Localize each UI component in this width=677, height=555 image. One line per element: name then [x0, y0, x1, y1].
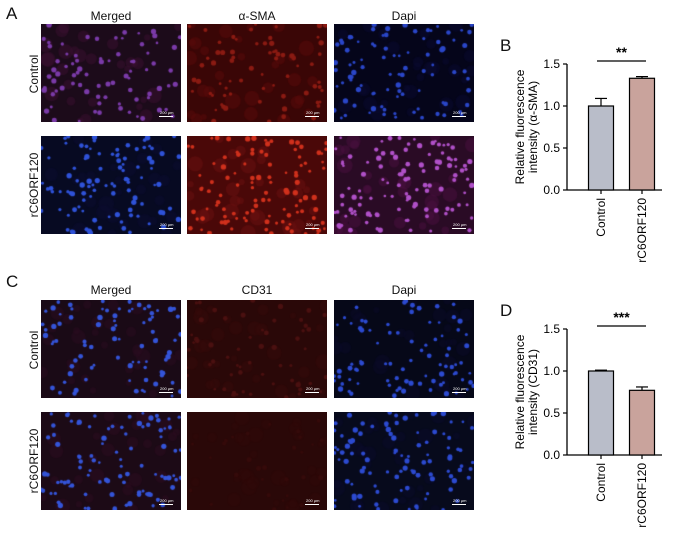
y-axis-label-line1: Relative fluorescence: [513, 334, 527, 449]
scale-bar: [452, 504, 466, 505]
micrograph-asma-control: 200 μm: [187, 24, 327, 122]
panel-c-row-label-control: Control: [27, 330, 41, 370]
scale-bar-label: 200 μm: [160, 110, 174, 115]
panel-a-col-header-3: Dapi: [391, 9, 417, 23]
panel-d-letter: D: [500, 301, 513, 320]
panel-a-col-header-1: Merged: [90, 9, 132, 23]
chart-d: 0.0 0.5 1.0 1.5 Relative fluorescence intensi…: [513, 309, 662, 528]
scale-bar: [452, 228, 466, 229]
significance-label: **: [616, 44, 627, 60]
bar-rc6orf120: [628, 389, 656, 456]
chart-b: 0.0 0.5 1.0 1.5 Relative fluorescence intensi…: [513, 44, 662, 263]
y-axis-label-line1: Relative fluorescence: [513, 69, 527, 184]
scale-bar: [305, 392, 319, 393]
scale-bar-label: 200 μm: [453, 386, 467, 391]
micrograph-dapi-rc6orf120: 200 μm: [334, 412, 474, 510]
scale-bar: [305, 228, 319, 229]
micrograph-dapi-rc6orf120: 200 μm: [334, 136, 474, 234]
y-tick-label: 0.0: [543, 183, 560, 197]
scale-bar: [305, 504, 319, 505]
y-tick-label: 1.5: [543, 322, 560, 336]
scale-bar: [452, 116, 466, 117]
panel-c-col-header-3: Dapi: [391, 283, 417, 297]
panel-a-row-label-control: Control: [27, 54, 41, 94]
scale-bar-label: 200 μm: [453, 222, 467, 227]
scale-bar-label: 200 μm: [160, 498, 174, 503]
panel-a-letter: A: [6, 4, 18, 23]
panel-c-col-header-1: Merged: [90, 283, 132, 297]
scale-bar-label: 200 μm: [306, 498, 320, 503]
y-axis-label-line2: intensity (α-SMA): [526, 81, 540, 173]
scale-bar-label: 200 μm: [306, 110, 320, 115]
micrograph-cd31-rc6orf120: 200 μm: [187, 412, 327, 510]
x-tick-label: rC6ORF120: [635, 198, 649, 263]
panel-c-row-label-rc6orf120: rC6ORF120: [27, 428, 41, 494]
y-tick-label: 0.0: [543, 448, 560, 462]
x-tick-label: Control: [594, 198, 608, 237]
micrograph-merged-rc6orf120: 200 μm: [41, 136, 181, 234]
x-tick-label: Control: [594, 463, 608, 502]
micrograph-merged-control: 200 μm: [41, 24, 181, 122]
scale-bar-label: 200 μm: [453, 110, 467, 115]
micrograph-dapi-control: 200 μm: [334, 300, 474, 398]
bar-rc6orf120: [628, 77, 656, 191]
scale-bar: [159, 116, 173, 117]
significance-label: ***: [613, 309, 630, 325]
y-tick-label: 1.5: [543, 57, 560, 71]
scale-bar: [159, 392, 173, 393]
micrograph-merged-control: 200 μm: [41, 300, 181, 398]
scale-bar: [305, 116, 319, 117]
panel-a-col-header-2: α-SMA: [238, 9, 276, 23]
scale-bar-label: 200 μm: [453, 498, 467, 503]
bar-control: [587, 105, 615, 191]
micrograph-cd31-control: 200 μm: [187, 300, 327, 398]
scale-bar-label: 200 μm: [306, 222, 320, 227]
micrograph-merged-rc6orf120: 200 μm: [41, 412, 181, 510]
bar-control: [587, 370, 615, 456]
panel-c-col-header-2: CD31: [241, 283, 273, 297]
micrograph-asma-rc6orf120: 200 μm: [187, 136, 327, 234]
y-tick-label: 1.0: [543, 99, 560, 113]
x-tick-label: rC6ORF120: [635, 463, 649, 528]
micrograph-dapi-control: 200 μm: [334, 24, 474, 122]
panel-b-letter: B: [500, 36, 512, 55]
scale-bar: [159, 504, 173, 505]
scale-bar-label: 200 μm: [160, 222, 174, 227]
scale-bar: [159, 228, 173, 229]
scale-bar-label: 200 μm: [160, 386, 174, 391]
panel-a-row-label-rc6orf120: rC6ORF120: [27, 152, 41, 218]
scale-bar-label: 200 μm: [306, 386, 320, 391]
y-tick-label: 0.5: [543, 141, 560, 155]
y-axis-label-line2: intensity (CD31): [526, 349, 540, 435]
y-tick-label: 0.5: [543, 406, 560, 420]
y-tick-label: 1.0: [543, 364, 560, 378]
panel-c-letter: C: [6, 272, 19, 291]
scale-bar: [452, 392, 466, 393]
